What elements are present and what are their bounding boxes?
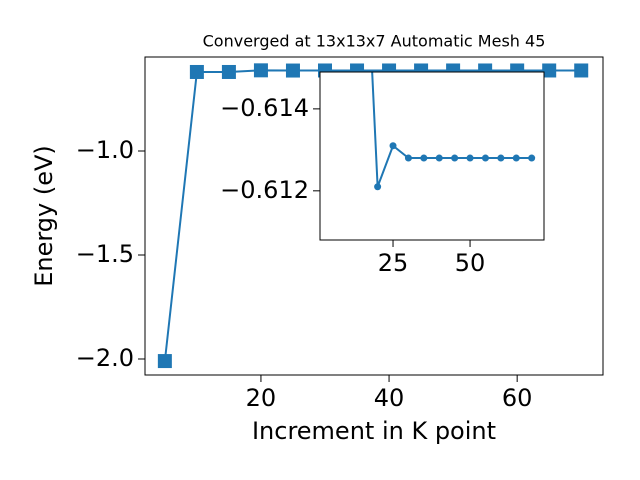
x-axis-label: Increment in K point [252,417,496,445]
marker [285,63,300,78]
plot-area [371,72,536,191]
x-tick-label: 60 [502,384,533,412]
marker [512,154,520,162]
y-tick-label: −0.614 [220,94,309,122]
marker [542,63,557,78]
marker [389,142,397,150]
marker [435,154,443,162]
marker [189,64,204,79]
marker [528,154,536,162]
y-tick-label: −1.0 [76,136,134,164]
plot-area [157,63,589,369]
marker [221,64,236,79]
axes-background [320,72,544,240]
marker [420,154,428,162]
y-axis-label: Energy (eV) [30,145,58,287]
marker [466,154,474,162]
marker [574,63,589,78]
y-tick-label: −1.5 [76,240,134,268]
x-tick-label: 40 [374,384,405,412]
marker [481,154,489,162]
x-tick-label: 50 [455,249,486,277]
marker [157,354,172,369]
axes: 25 50 −0.614 −0.612 [220,71,545,277]
y-tick-label: −2.0 [76,344,134,372]
marker [497,154,505,162]
marker [451,154,459,162]
marker [404,154,412,162]
axes-frame [144,56,604,376]
x-tick-label: 20 [246,384,277,412]
chart-title: Converged at 13x13x7 Automatic Mesh 45 [203,32,546,51]
marker [253,63,268,78]
marker [374,183,382,191]
x-tick-label: 25 [378,249,409,277]
y-tick-label: −0.612 [220,176,309,204]
axes-frame [319,71,545,241]
